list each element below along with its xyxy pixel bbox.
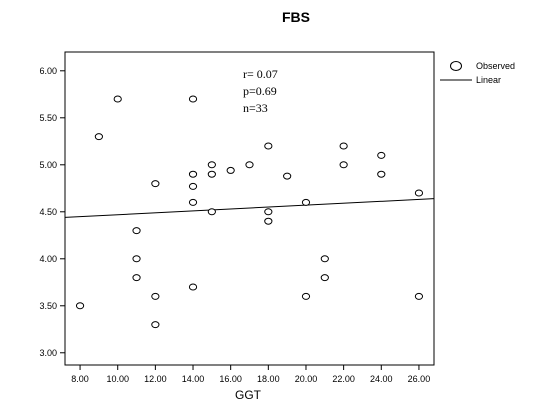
scatter-point: [320, 274, 329, 282]
x-tick-label: 16.00: [219, 374, 242, 384]
x-tick-label: 22.00: [332, 374, 355, 384]
x-tick-label: 8.00: [71, 374, 89, 384]
scatter-point: [301, 198, 311, 206]
annotation-p: p=0.69: [243, 84, 277, 98]
scatter-point: [113, 95, 122, 103]
scatter-point: [414, 189, 424, 197]
annotation-n: n=33: [243, 101, 268, 115]
x-tick-label: 18.00: [257, 374, 280, 384]
scatter-point: [132, 255, 141, 263]
scatter-point: [188, 182, 198, 190]
legend: Observed Linear: [440, 61, 515, 85]
x-axis: 8.00 10.00 12.00 14.00 16.00 18.00 20.00 22.00 2…: [71, 365, 430, 384]
scatter-point: [339, 161, 348, 169]
y-tick-label: 6.00: [39, 66, 57, 76]
scatter-point: [414, 292, 424, 300]
fit-line-segment: [64, 198, 435, 218]
scatter-point: [377, 151, 386, 159]
scatter-point: [377, 170, 386, 178]
scatter-point: [75, 302, 85, 310]
x-tick-label: 20.00: [295, 374, 318, 384]
scatter-point: [339, 142, 348, 150]
scatter-point: [207, 208, 216, 216]
x-tick-label: 14.00: [182, 374, 205, 384]
scatter-point: [94, 133, 103, 141]
scatter-point: [151, 321, 160, 329]
scatter-point: [132, 274, 141, 282]
scatter-point: [301, 292, 311, 300]
x-tick-label: 26.00: [408, 374, 431, 384]
x-tick-label: 10.00: [106, 374, 129, 384]
annotation-r: r= 0.07: [243, 67, 278, 81]
legend-linear-label: Linear: [476, 75, 501, 85]
scatter-point: [132, 227, 141, 235]
scatter-point: [264, 142, 273, 150]
scatter-point: [320, 255, 329, 263]
y-tick-label: 3.50: [39, 301, 57, 311]
legend-observed-marker: [450, 61, 462, 71]
scatter-point: [207, 170, 216, 178]
y-tick-label: 5.50: [39, 113, 57, 123]
y-tick-label: 3.00: [39, 348, 57, 358]
linear-fit-line: [64, 198, 435, 218]
x-tick-label: 24.00: [370, 374, 393, 384]
scatter-point: [188, 283, 198, 291]
chart-title: FBS: [282, 9, 310, 25]
legend-observed-label: Observed: [476, 61, 515, 71]
scatter-point: [207, 161, 216, 169]
stats-annotation: r= 0.07 p=0.69 n=33: [243, 67, 278, 115]
data-points: [75, 95, 424, 329]
scatter-point: [264, 217, 273, 225]
y-tick-label: 4.00: [39, 254, 57, 264]
scatter-point: [245, 161, 254, 169]
x-axis-label: GGT: [235, 388, 262, 402]
y-axis: 3.00 3.50 4.00 4.50 5.00 5.50 6.00: [39, 66, 65, 358]
scatter-point: [188, 95, 198, 103]
scatter-point: [151, 292, 160, 300]
plot-area: [64, 51, 435, 366]
scatter-point: [151, 180, 160, 188]
scatter-point: [188, 170, 198, 178]
scatter-point: [226, 166, 235, 174]
scatter-point: [188, 198, 198, 206]
y-tick-label: 4.50: [39, 207, 57, 217]
scatter-point: [264, 208, 273, 216]
y-tick-label: 5.00: [39, 160, 57, 170]
x-tick-label: 12.00: [144, 374, 167, 384]
scatter-point: [283, 172, 292, 180]
